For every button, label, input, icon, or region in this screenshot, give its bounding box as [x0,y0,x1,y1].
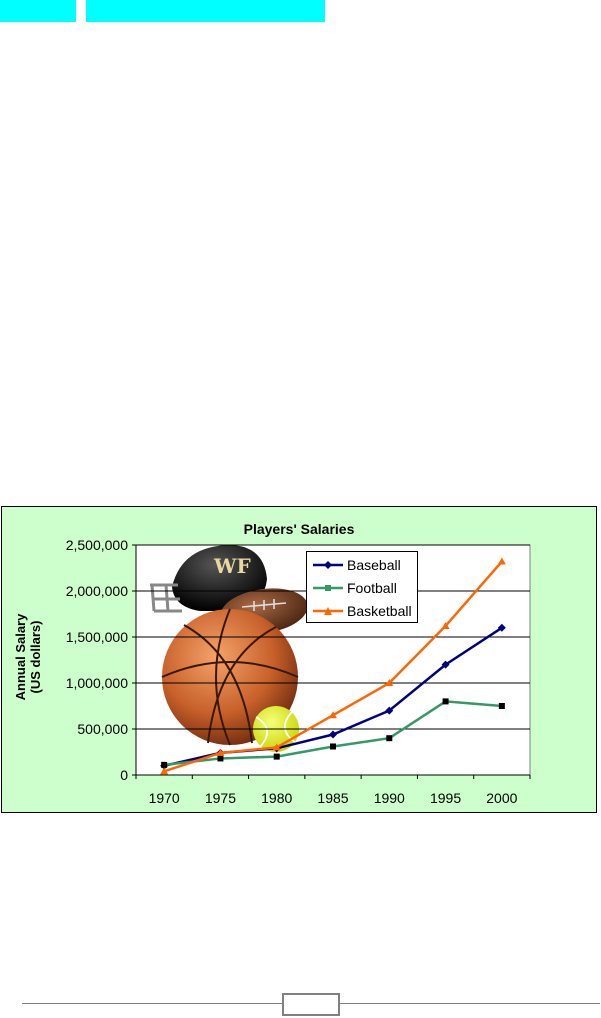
legend-label-basketball: Basketball [347,603,412,619]
legend-item-basketball: Basketball [313,601,412,621]
x-tick-label: 1975 [205,790,236,806]
data-point-football [273,753,280,760]
y-tick-label: 0 [120,767,128,783]
y-tick-label: 1,500,000 [66,629,128,645]
legend-swatch-baseball [313,561,343,569]
y-axis-label-line-0: Annual Salary [13,613,28,701]
x-tick-label: 1970 [149,790,180,806]
svg-text:WF: WF [213,554,251,578]
data-point-football [330,743,336,750]
data-point-football [217,755,224,762]
footer-rule-right [340,1003,600,1004]
y-tick-label: 500,000 [77,721,128,737]
legend-swatch-basketball [313,607,343,615]
data-point-baseball [497,623,506,632]
data-point-baseball [329,730,337,739]
y-tick-label: 1,000,000 [66,675,128,691]
data-point-basketball [272,743,281,751]
y-tick-label: 2,000,000 [66,583,128,599]
x-tick-label: 2000 [486,790,517,806]
y-tick-label: 2,500,000 [66,537,128,553]
legend-swatch-football [313,585,343,591]
legend-item-football: Football [313,578,397,598]
data-point-football [498,703,505,709]
x-tick-label: 1980 [261,790,292,806]
data-point-football [442,698,449,705]
x-tick-label: 1995 [430,790,461,806]
chart-legend: Baseball Football Basketball [306,551,418,623]
x-tick-label: 1990 [374,790,405,806]
data-point-baseball [441,660,450,669]
legend-item-baseball: Baseball [313,555,401,575]
data-point-basketball [216,748,225,756]
page-number-box [282,993,340,1016]
data-point-basketball [160,767,169,775]
data-point-basketball [441,621,450,629]
chart-title: Players' Salaries [243,521,355,537]
chart-area: WF 0 500,000 1,000,000 1,500,000 2,000,000 2,5… [1,506,597,813]
data-point-football [161,761,168,768]
legend-label-football: Football [347,580,397,596]
cyan-header-block-right [86,0,325,22]
cyan-header-block-left [0,0,76,22]
footer-rule-left [22,1003,282,1004]
sports-balls-image: WF [150,545,308,752]
data-point-basketball [497,557,506,565]
data-point-football [386,735,393,742]
x-tick-label: 1985 [317,790,348,806]
y-axis-label: Annual Salary (US dollars) [13,614,43,701]
data-point-basketball [385,679,394,686]
chart-plot: WF 0 500,000 1,000,000 1,500,000 2,000,000 2,5… [66,537,531,806]
data-point-baseball [385,706,394,715]
legend-label-baseball: Baseball [347,557,401,573]
data-point-basketball [329,711,337,719]
y-axis-label-line-1: (US dollars) [28,620,43,694]
